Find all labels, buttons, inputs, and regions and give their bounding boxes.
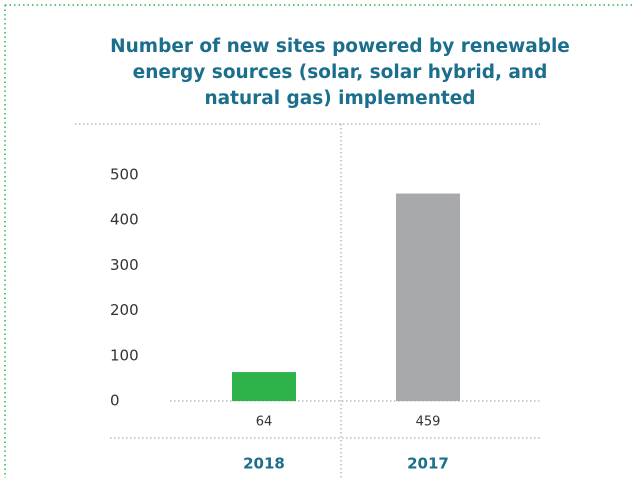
value-label: 459	[416, 415, 441, 430]
y-tick-label: 500	[110, 166, 139, 184]
y-tick-label: 300	[110, 256, 139, 274]
y-tick-label: 200	[110, 301, 139, 319]
y-tick-label: 400	[110, 211, 139, 229]
y-tick-label: 0	[110, 392, 120, 410]
x-tick-label: 2017	[407, 455, 449, 473]
bar	[396, 193, 460, 401]
x-tick-label: 2018	[243, 455, 285, 473]
chart-title: Number of new sites powered by renewable…	[110, 36, 570, 109]
bar	[232, 372, 296, 401]
value-label: 64	[256, 415, 273, 430]
y-tick-label: 100	[110, 346, 139, 364]
